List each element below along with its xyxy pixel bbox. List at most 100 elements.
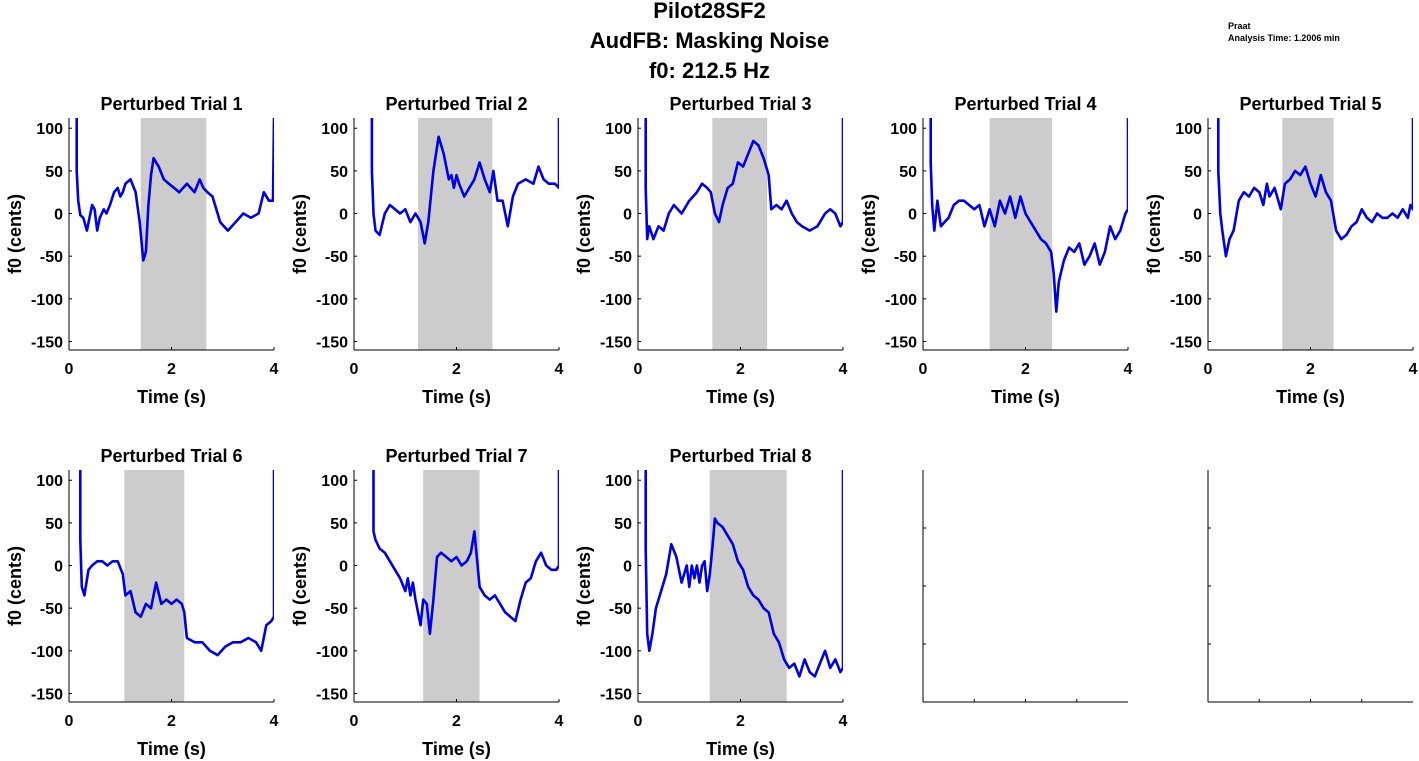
y-tick-label: -50 [1179,249,1202,266]
y-tick-label: 50 [45,516,63,533]
y-tick-label: -150 [31,334,63,351]
y-tick-label: 0 [339,559,348,576]
y-axis-label: f0 (cents) [859,194,879,274]
y-tick-label: -50 [325,601,348,618]
subplot-title: Perturbed Trial 8 [669,446,811,466]
y-tick-label: 50 [614,164,632,181]
y-tick-label: 50 [330,164,348,181]
y-tick-label: 0 [623,207,632,224]
y-tick-label: -50 [40,601,63,618]
x-axis-label: Time (s) [422,387,491,407]
x-axis-label: Time (s) [137,739,206,759]
y-axis-label: f0 (cents) [574,194,594,274]
figure-title-line-1: Pilot28SF2 [653,0,766,23]
subplot-10 [1207,470,1413,703]
y-axis-label: f0 (cents) [5,546,25,626]
figure-title-line-2: AudFB: Masking Noise [589,28,830,53]
y-tick-label: 100 [605,473,632,490]
y-tick-label: 0 [339,207,348,224]
y-tick-label: -50 [325,249,348,266]
x-tick-label: 2 [1306,361,1315,378]
subplot-9 [922,470,1128,703]
x-tick-label: 0 [65,713,74,730]
y-axis-label: f0 (cents) [290,194,310,274]
x-tick-label: 2 [452,361,461,378]
x-axis-label: Time (s) [706,387,775,407]
x-tick-label: 0 [350,361,359,378]
x-axis-label: Time (s) [422,739,491,759]
x-tick-label: 4 [839,361,848,378]
x-tick-label: 4 [1409,361,1418,378]
f0-trace [929,118,1128,313]
x-tick-label: 2 [167,361,176,378]
x-tick-label: 4 [1124,361,1133,378]
x-axis-label: Time (s) [991,387,1060,407]
y-tick-label: 100 [1175,121,1202,138]
y-tick-label: -50 [894,249,917,266]
subplot-title: Perturbed Trial 6 [100,446,242,466]
f0-trace [79,470,274,657]
f0-trace [372,470,559,636]
subplot-title: Perturbed Trial 4 [954,94,1096,114]
x-tick-label: 0 [350,713,359,730]
perturbation-window [712,118,768,350]
subplot-title: Perturbed Trial 2 [385,94,527,114]
y-tick-label: -100 [885,292,917,309]
y-tick-label: -50 [609,249,632,266]
x-axis-label: Time (s) [137,387,206,407]
y-tick-label: -150 [600,686,632,703]
x-tick-label: 4 [555,361,564,378]
analysis-source-label: Praat [1228,21,1251,31]
f0-trace [1217,118,1413,258]
y-tick-label: -150 [31,686,63,703]
y-tick-label: 50 [614,516,632,533]
subplot-title: Perturbed Trial 5 [1239,94,1381,114]
x-tick-label: 4 [555,713,564,730]
y-tick-label: 50 [45,164,63,181]
y-tick-label: 0 [54,559,63,576]
perturbation-window [1282,118,1334,350]
y-tick-label: -150 [600,334,632,351]
x-tick-label: 4 [839,713,848,730]
x-tick-label: 2 [167,713,176,730]
figure-title-line-3: f0: 212.5 Hz [648,58,771,83]
x-tick-label: 2 [736,361,745,378]
x-tick-label: 0 [919,361,928,378]
y-tick-label: -100 [316,644,348,661]
x-tick-label: 2 [1021,361,1030,378]
y-tick-label: -100 [316,292,348,309]
y-tick-label: 50 [899,164,917,181]
x-tick-label: 0 [634,361,643,378]
x-axis-label: Time (s) [1276,387,1345,407]
f0-trace [644,470,843,678]
subplot-title: Perturbed Trial 7 [385,446,527,466]
y-tick-label: 0 [54,207,63,224]
y-tick-label: 0 [623,559,632,576]
perturbation-window [989,118,1053,350]
x-axis-label: Time (s) [706,739,775,759]
x-tick-label: 0 [634,713,643,730]
analysis-time-label: Analysis Time: 1.2006 min [1228,33,1340,43]
y-tick-label: -100 [31,644,63,661]
y-tick-label: -100 [600,292,632,309]
y-axis-label: f0 (cents) [5,194,25,274]
x-tick-label: 2 [452,713,461,730]
y-tick-label: -100 [31,292,63,309]
y-tick-label: 100 [36,473,63,490]
perturbation-window [423,470,480,702]
x-tick-label: 0 [65,361,74,378]
y-axis-label: f0 (cents) [290,546,310,626]
subplot-title: Perturbed Trial 1 [100,94,242,114]
y-tick-label: 50 [1184,164,1202,181]
y-tick-label: -150 [316,334,348,351]
y-tick-label: -50 [40,249,63,266]
y-tick-label: -150 [1170,334,1202,351]
y-tick-label: 100 [605,121,632,138]
y-tick-label: 50 [330,516,348,533]
